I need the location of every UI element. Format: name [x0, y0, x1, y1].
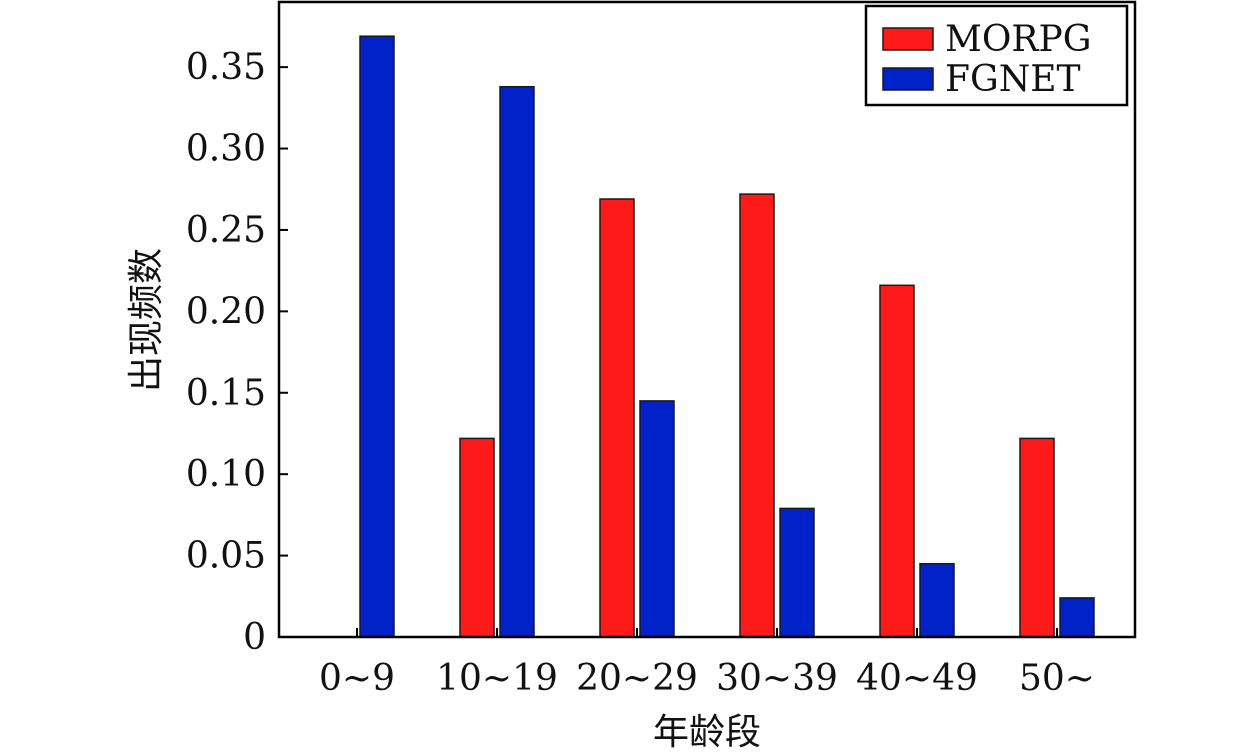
y-tick-label: 0.15: [186, 373, 266, 414]
x-tick-label: 50~: [1019, 658, 1095, 699]
x-tick-label: 30~39: [716, 658, 838, 699]
x-tick-label: 0~9: [319, 658, 395, 699]
bars-layer: [359, 35, 1095, 638]
bar-fgnet-50: [1059, 597, 1095, 638]
y-axis: 0 0.05 0.10 0.15 0.20 0.25 0.30 0.35: [186, 47, 288, 658]
legend-label-fgnet: FGNET: [945, 59, 1081, 100]
bar-morpg-40-49: [879, 284, 915, 638]
bar-fgnet-0-9: [359, 35, 395, 638]
y-tick-label: 0: [243, 617, 266, 658]
bar-morpg-10-19: [459, 437, 495, 638]
legend-label-morpg: MORPG: [945, 19, 1091, 60]
x-axis-label: 年龄段: [653, 712, 761, 753]
x-tick-label: 10~19: [436, 658, 558, 699]
x-tick-label: 40~49: [856, 658, 978, 699]
y-axis-label: 出现频数: [126, 248, 167, 392]
legend-swatch-morpg: [882, 27, 934, 51]
y-tick-label: 0.30: [186, 129, 266, 170]
bar-morpg-50: [1019, 437, 1055, 638]
y-tick-label: 0.25: [186, 210, 266, 251]
y-tick-label: 0.05: [186, 536, 266, 577]
y-tick-label: 0.10: [186, 454, 266, 495]
legend-swatch-fgnet: [882, 67, 934, 91]
bar-morpg-30-39: [739, 193, 775, 638]
x-tick-label: 20~29: [576, 658, 698, 699]
x-axis: 0~9 10~19 20~29 30~39 40~49 50~: [319, 628, 1095, 699]
bar-morpg-20-29: [599, 198, 635, 638]
y-tick-label: 0.20: [186, 291, 266, 332]
bar-fgnet-40-49: [919, 562, 955, 638]
y-tick-label: 0.35: [186, 47, 266, 88]
bar-fgnet-20-29: [639, 400, 675, 638]
plot-frame: [277, 0, 1137, 639]
bar-fgnet-10-19: [499, 85, 535, 638]
bar-fgnet-30-39: [779, 507, 815, 638]
